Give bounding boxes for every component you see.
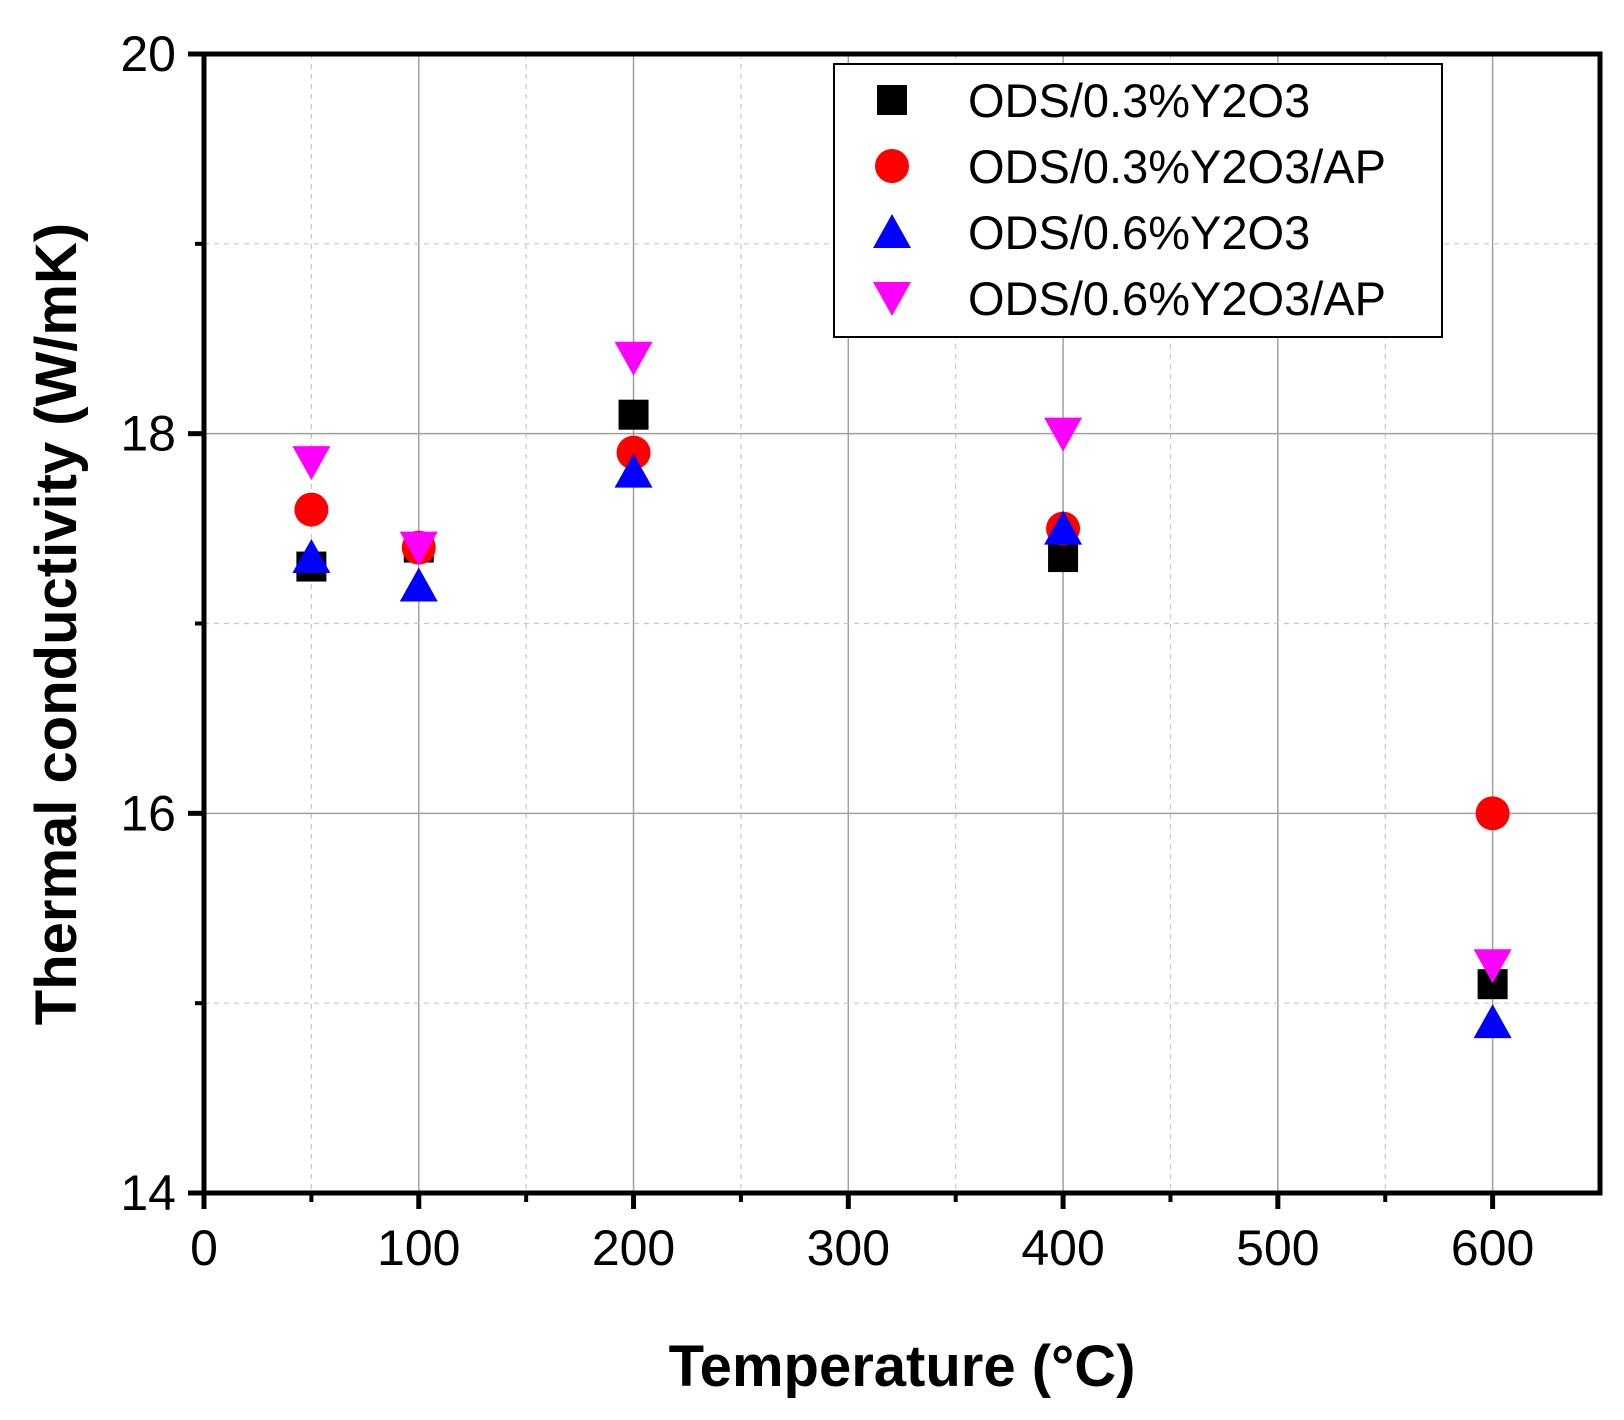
x-tick-label: 200	[592, 1220, 675, 1276]
y-tick-label: 18	[120, 406, 176, 462]
data-point-triangle-up	[1473, 1004, 1512, 1039]
legend: ODS/0.3%Y2O3 ODS/0.3%Y2O3/AP ODS/0.6%Y2O3 O…	[833, 63, 1443, 338]
data-point-circle	[1475, 796, 1510, 831]
data-point-triangle-down	[292, 446, 331, 481]
legend-label: ODS/0.6%Y2O3	[968, 206, 1310, 259]
data-point-square	[618, 399, 649, 430]
x-tick-label: 500	[1236, 1220, 1319, 1276]
data-point-triangle-up	[614, 453, 653, 488]
plot-frame	[201, 51, 1603, 1196]
y-tick-label: 14	[120, 1165, 176, 1221]
y-tick-label: 16	[120, 785, 176, 841]
data-point-triangle-up	[399, 567, 438, 602]
data-point-circle	[294, 492, 329, 527]
data-point-triangle-down	[614, 341, 653, 376]
y-tick-label: 20	[120, 26, 176, 82]
x-axis-title: Temperature (°C)	[669, 1334, 1136, 1399]
x-tick-label: 600	[1451, 1220, 1534, 1276]
x-tick-label: 400	[1021, 1220, 1104, 1276]
data-point-triangle-down	[399, 531, 438, 566]
data-point-circle	[616, 435, 651, 470]
data-point-square	[1048, 542, 1079, 573]
legend-marker-circle	[875, 149, 909, 183]
x-tick-label: 100	[377, 1220, 460, 1276]
x-tick-label: 0	[190, 1220, 218, 1276]
x-tick-label: 300	[807, 1220, 890, 1276]
data-point-triangle-down	[1044, 417, 1083, 452]
data-point-triangle-up	[1044, 510, 1083, 545]
legend-marker-triangle-up	[873, 214, 911, 248]
data-point-triangle-down	[1473, 949, 1512, 984]
legend-box	[833, 63, 1443, 338]
tick-labels: 0 100 200 300 400 500 600 14 16 18 20	[120, 26, 1534, 1276]
axis-ticks	[188, 51, 1496, 1209]
y-axis-title: Thermal conductivity (W/mK)	[24, 223, 89, 1025]
legend-label: ODS/0.3%Y2O3	[968, 74, 1310, 127]
legend-label: ODS/0.6%Y2O3/AP	[968, 272, 1386, 325]
data-points	[292, 341, 1512, 1039]
legend-label: ODS/0.3%Y2O3/AP	[968, 140, 1386, 193]
legend-marker-square	[877, 85, 907, 115]
data-point-triangle-up	[292, 539, 331, 574]
legend-marker-triangle-down	[873, 282, 911, 316]
